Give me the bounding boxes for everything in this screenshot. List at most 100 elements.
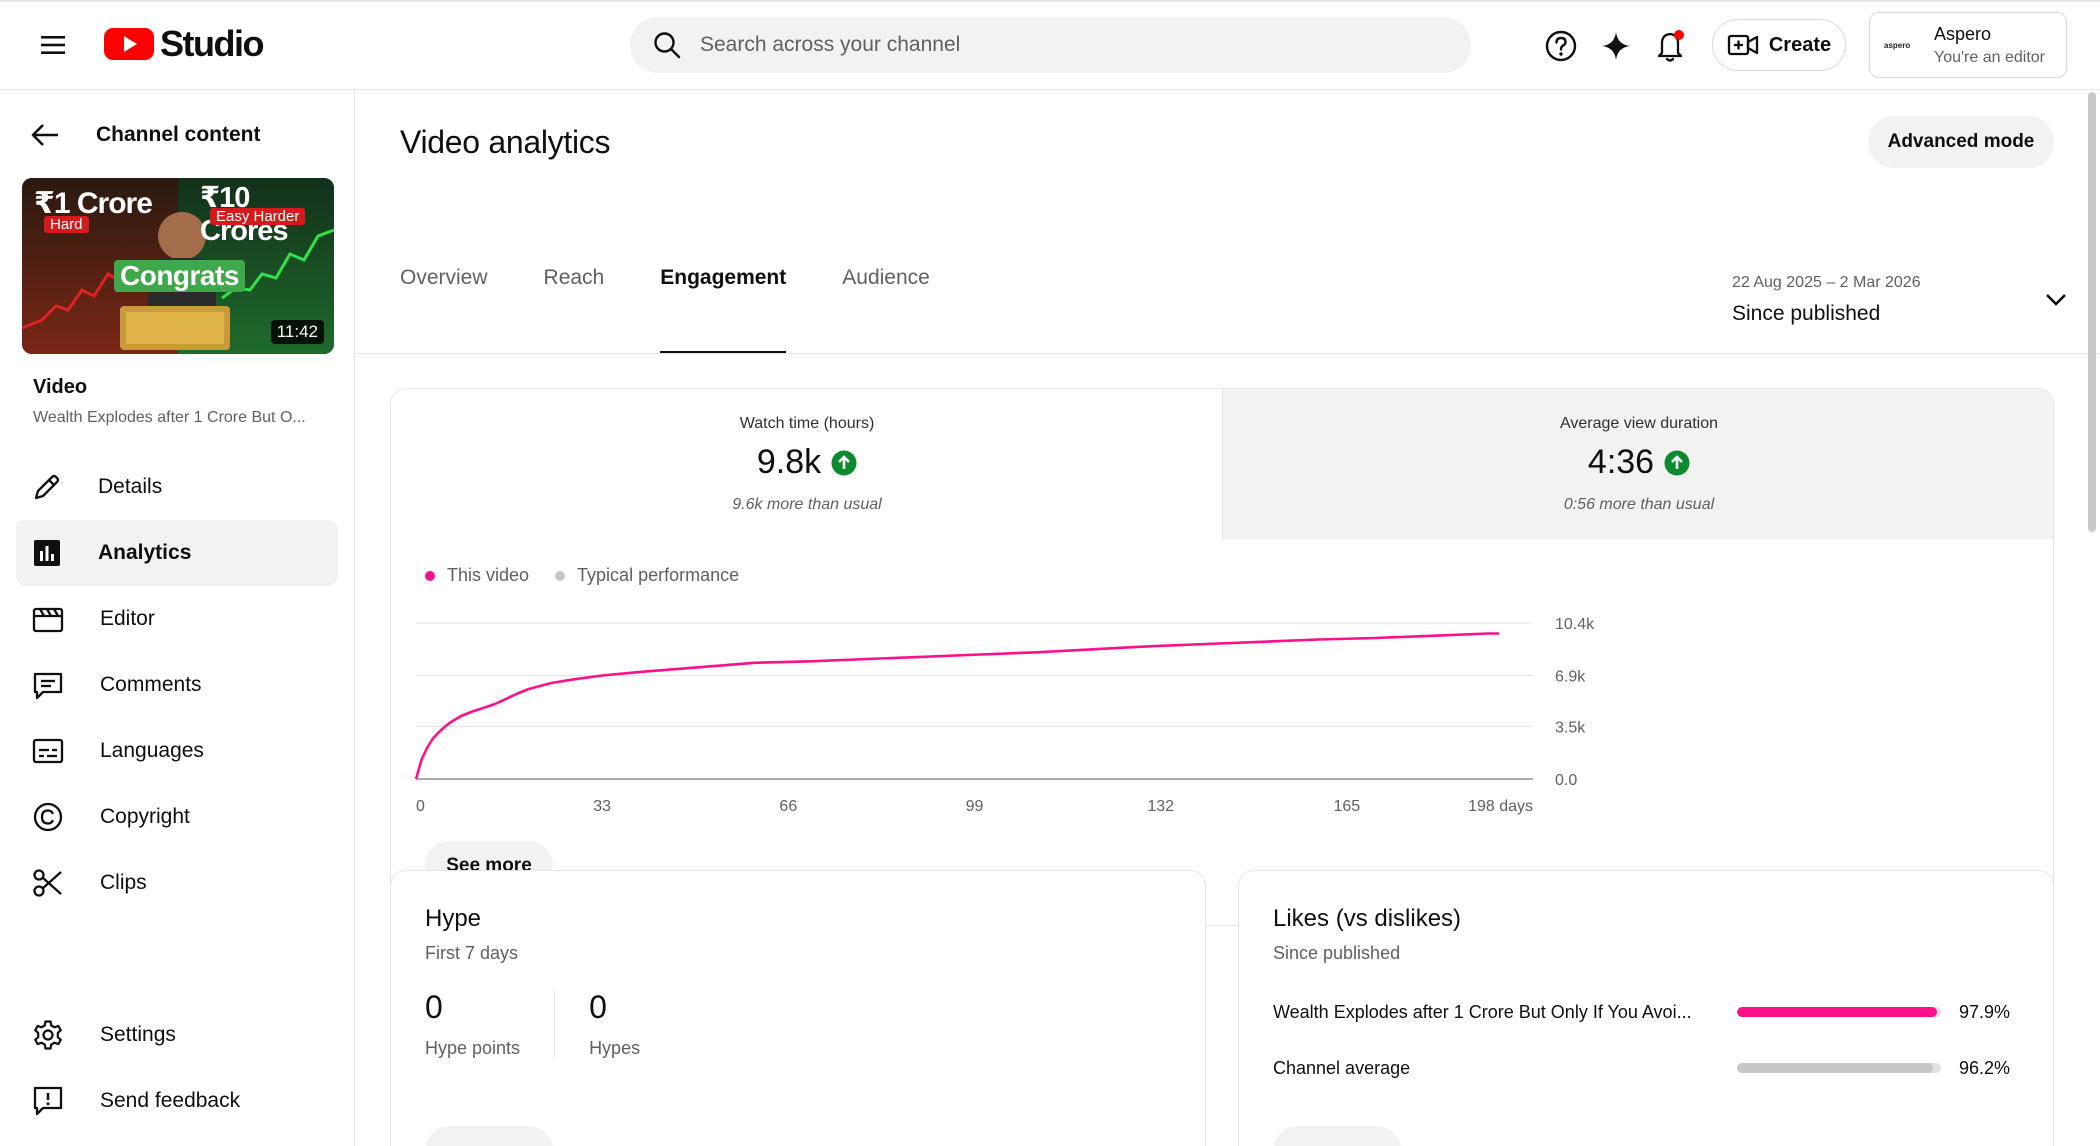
tab-reach[interactable]: Reach (543, 266, 605, 289)
hype-points-stat: 0 Hype points (425, 989, 554, 1059)
sidebar-item-label: Details (98, 475, 163, 498)
sidebar-bottom-nav: Settings Send feedback (16, 1002, 338, 1134)
scissors-icon (33, 869, 62, 897)
video-title: Wealth Explodes after 1 Crore But O... (33, 409, 306, 426)
sidebar-item-clips[interactable]: Clips (16, 850, 338, 916)
y-tick-label: 10.4k (1555, 616, 1595, 633)
pencil-icon (34, 474, 60, 500)
search-icon (654, 32, 681, 59)
likes-bar-fill (1737, 1007, 1937, 1017)
legend-item-this-video: This video (425, 565, 529, 586)
date-range-label: Since published (1732, 302, 1881, 325)
x-tick-label: 66 (779, 798, 797, 815)
metric-value: 4:36 (1587, 443, 1655, 481)
studio-logo[interactable]: Studio (104, 22, 264, 66)
menu-icon (41, 36, 65, 54)
legend-item-typical-performance: Typical performance (555, 565, 739, 586)
back-to-channel-content[interactable]: Channel content (30, 112, 261, 158)
likes-row-label: Channel average (1273, 1057, 1411, 1078)
sparkle-icon (1602, 32, 1630, 60)
hypes-value: 0 (589, 989, 607, 1025)
top-divider (0, 0, 2100, 2)
ai-assist-button[interactable] (1594, 24, 1638, 68)
likes-row-value: 96.2% (1959, 1057, 2011, 1078)
chevron-down-icon (2046, 294, 2066, 306)
notifications-button[interactable] (1649, 24, 1693, 68)
likes-bar-track (1737, 1063, 1941, 1073)
thumbnail-background (22, 178, 334, 354)
analytics-icon (34, 540, 60, 566)
trend-up-icon (831, 450, 857, 475)
main-content: Video analytics Advanced mode Overview R… (356, 90, 2100, 1146)
metric-average-view-duration[interactable]: Average view duration 4:36 0:56 more tha… (1222, 389, 2053, 539)
page-title: Video analytics (400, 124, 611, 160)
back-arrow-icon (31, 124, 58, 146)
metric-watch-time[interactable]: Watch time (hours) 9.8k 9.6k more than u… (391, 389, 1223, 539)
sidebar-item-label: Copyright (100, 805, 190, 828)
sidebar-item-details[interactable]: Details (16, 454, 338, 520)
search-input[interactable] (700, 33, 1420, 57)
account-switcher[interactable]: aspero Aspero You're an editor (1869, 12, 2067, 78)
x-tick-label: 132 (1147, 798, 1174, 815)
hype-see-more-button[interactable] (425, 1126, 553, 1146)
x-tick-label: 99 (966, 798, 984, 815)
sidebar-item-label: Languages (100, 739, 204, 762)
hype-points-label: Hype points (425, 1038, 521, 1058)
sidebar-item-label: Comments (100, 673, 202, 696)
y-tick-label: 6.9k (1555, 669, 1586, 686)
sidebar-item-editor[interactable]: Editor (16, 586, 338, 652)
tab-overview[interactable]: Overview (400, 266, 488, 289)
likes-subtitle: Since published (1273, 943, 1401, 963)
create-button[interactable]: Create (1712, 19, 1846, 71)
video-label: Video (33, 376, 88, 398)
likes-row-value: 97.9% (1959, 1001, 2011, 1022)
legend-label: Typical performance (577, 565, 740, 585)
date-range-picker[interactable]: 22 Aug 2025 – 2 Mar 2026 Since published (1732, 274, 2072, 334)
metric-label: Average view duration (1559, 415, 1719, 432)
thumbnail-tag-left: Hard (44, 216, 89, 233)
sidebar-item-label: Send feedback (100, 1089, 241, 1112)
thumbnail-text-left: ₹1 Crore (34, 187, 153, 220)
likes-see-more-button[interactable] (1273, 1126, 1401, 1146)
tab-engagement[interactable]: Engagement (660, 202, 787, 354)
thumbnail-overlay-text: Congrats (114, 260, 245, 292)
metric-value: 9.8k (756, 443, 822, 481)
x-tick-label: 165 (1333, 798, 1360, 815)
metric-value-row: 4:36 (1223, 443, 2053, 482)
video-thumbnail[interactable]: ₹1 Crore Hard ₹10 Crores Easy Harder Con… (22, 178, 334, 354)
chart-legend: This video Typical performance (425, 565, 765, 586)
feedback-icon (33, 1086, 63, 1116)
tabs-divider (356, 353, 2100, 354)
copyright-icon (33, 802, 63, 832)
y-tick-label: 0.0 (1555, 772, 1577, 789)
legend-swatch (555, 570, 566, 581)
notifications-icon (1657, 30, 1684, 62)
subtitles-icon (32, 738, 64, 764)
back-label: Channel content (96, 123, 261, 146)
sidebar-nav: Details Analytics Editor (16, 454, 338, 916)
sidebar-item-copyright[interactable]: Copyright (16, 784, 338, 850)
legend-label: This video (447, 565, 530, 585)
sidebar-item-send-feedback[interactable]: Send feedback (16, 1068, 338, 1134)
search-bar[interactable] (630, 17, 1471, 73)
menu-button[interactable] (30, 24, 76, 66)
likes-card: Likes (vs dislikes) Since published Weal… (1238, 870, 2054, 1146)
sidebar-item-comments[interactable]: Comments (16, 652, 338, 718)
hype-title: Hype (425, 905, 482, 932)
sidebar-item-analytics[interactable]: Analytics (16, 520, 338, 586)
sidebar-item-settings[interactable]: Settings (16, 1002, 338, 1068)
advanced-mode-button[interactable]: Advanced mode (1868, 116, 2054, 168)
hype-points-value: 0 (425, 989, 443, 1025)
likes-row-label: Wealth Explodes after 1 Crore But Only I… (1273, 1001, 1692, 1022)
page-scrollbar[interactable] (2088, 92, 2096, 532)
sidebar-item-label: Analytics (98, 541, 192, 564)
likes-row-this-video: Wealth Explodes after 1 Crore But Only I… (1273, 997, 2023, 1027)
hype-subtitle: First 7 days (425, 943, 519, 963)
metric-note: 9.6k more than usual (732, 496, 882, 513)
tab-audience[interactable]: Audience (842, 266, 930, 289)
series-line-this-video (414, 632, 1500, 780)
help-button[interactable] (1539, 24, 1583, 68)
watch-time-chart[interactable]: 10.4k 6.9k 3.5k 0.0 0 33 66 99 132 165 198 days (391, 599, 2054, 831)
comment-icon (33, 672, 63, 700)
sidebar-item-languages[interactable]: Languages (16, 718, 338, 784)
